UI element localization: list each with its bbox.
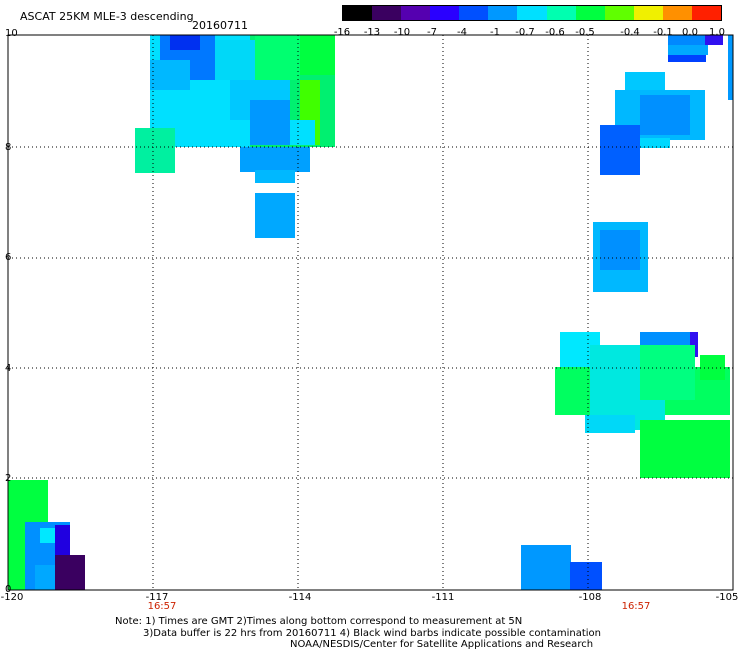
y-tick-label: 0 [5,584,12,595]
time-label: 16:57 [147,601,177,612]
colorbar-segment [633,6,663,20]
map-title: ASCAT 25KM MLE-3 descending [20,10,194,23]
colorbar-segment [459,6,489,20]
colorbar-label: 0.0 [682,27,698,38]
note-line-3: NOAA/NESDIS/Center for Satellite Applica… [290,639,594,650]
colorbar-label: -13 [363,27,381,38]
colorbar-segment [343,6,373,20]
colorbar-label: -0.6 [545,27,565,38]
y-tick-label: 2 [5,473,12,484]
y-tick-label: 8 [5,142,12,153]
y-tick-label: 4 [5,363,12,374]
note-line-1: Note: 1) Times are GMT 2)Times along bot… [115,616,523,627]
colorbar-label: 1.0 [709,27,725,38]
x-tick-label: -120 [0,592,24,603]
colorbar-label: -0.1 [653,27,673,38]
note-line-2: 3)Data buffer is 22 hrs from 20160711 4)… [143,628,601,639]
colorbar-segment [604,6,634,20]
x-tick-label: -114 [288,592,312,603]
colorbar-segment [430,6,460,20]
y-tick-label: 6 [5,252,12,263]
x-tick-label: -108 [578,592,602,603]
colorbar-segment [691,6,722,20]
colorbar-label: -0.4 [620,27,640,38]
colorbar-segment [546,6,576,20]
y-tick-label: 10 [5,28,18,39]
plot-frame [7,34,734,591]
x-tick-label: -117 [145,592,169,603]
colorbar-segment [575,6,605,20]
colorbar-segment [488,6,518,20]
colorbar-segment [372,6,402,20]
colorbar-label: -0.7 [515,27,535,38]
colorbar-segment [662,6,692,20]
map-date: 20160711 [192,19,248,32]
wind-data-cells [8,35,733,590]
colorbar-label: -1 [490,27,500,38]
colorbar-label: -4 [457,27,467,38]
x-tick-label: -105 [715,592,739,603]
colorbar-label: -7 [427,27,437,38]
colorbar-label: -10 [393,27,411,38]
time-label: 16:57 [621,601,651,612]
colorbar-label: -16 [333,27,351,38]
x-tick-label: -111 [431,592,455,603]
colorbar-label: -0.5 [575,27,595,38]
colorbar-segment [401,6,431,20]
graticule [8,35,733,590]
colorbar-segment [517,6,547,20]
colorbar [342,5,722,21]
